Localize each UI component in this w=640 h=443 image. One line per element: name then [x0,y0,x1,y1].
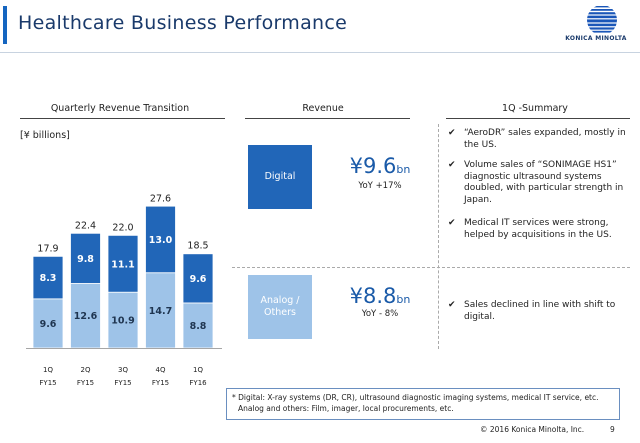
logo-wordmark: KONICA MINOLTA [565,35,627,42]
analog-value-label: 9.6 [40,319,57,330]
x-tick-label: 1Q [43,366,53,374]
analog-value-label: 10.9 [111,316,134,327]
digital-bar [145,205,176,274]
digital-bar [182,253,214,304]
analog-bar [182,302,214,349]
konica-minolta-logo [572,3,632,47]
check-icon: ✔ [448,160,456,170]
chart-heading-rule [20,118,225,119]
chart-heading: Quarterly Revenue Transition [50,103,190,114]
footnote-line-2: Analog and others: Film, imager, local p… [238,403,454,413]
header-divider [0,52,640,53]
digital-bar [70,232,101,284]
total-value-label: 17.9 [37,243,58,254]
x-tick-label: 4Q [156,366,166,374]
check-icon: ✔ [448,128,456,138]
footnote-line-1: * Digital: X-ray systems (DR, CR), ultra… [232,393,599,402]
check-icon: ✔ [448,218,456,228]
digital-value-label: 13.0 [149,235,173,246]
total-value-label: 27.6 [150,194,171,205]
digital-value-label: 9.6 [190,274,207,285]
bullet-text: “AeroDR” sales expanded, mostly in the U… [464,128,626,150]
revenue-heading: Revenue [302,103,344,114]
digital-segment-box: Digital [248,145,312,209]
check-icon: ✔ [448,300,456,310]
x-tick-label: 2Q [81,366,91,374]
x-tick-label: FY15 [152,379,169,387]
page-title: Healthcare Business Performance [18,12,348,34]
x-tick-label: FY15 [77,379,94,387]
analog-yoy: YoY - 8% [361,309,399,319]
digital-revenue: ¥9.6bn [330,154,430,178]
total-value-label: 22.4 [75,220,96,231]
x-tick-label: 3Q [118,366,128,374]
total-value-label: 22.0 [112,222,133,233]
analog-bar [32,298,64,349]
analog-bar [107,291,139,349]
globe-logo-icon [587,5,617,35]
header: Healthcare Business Performance KONICA M… [0,0,640,52]
analog-bar [145,272,176,349]
x-tick-label: FY15 [39,379,56,387]
analog-value-label: 8.8 [190,321,207,332]
analog-revenue-unit: bn [396,293,411,306]
digital-value-label: 11.1 [111,259,134,270]
summary-bullet-2: ✔ Volume sales of “SONIMAGE HS1” diagnos… [448,160,626,214]
analog-label: Analog / Others [260,295,300,318]
analog-revenue: ¥8.8bn [330,284,430,308]
x-tick-label: FY16 [189,379,207,387]
page-number: 9 [610,425,615,434]
chart-unit-label: [¥ billions] [20,130,70,141]
analog-revenue-value: ¥8.8 [349,284,397,308]
bullet-text: Volume sales of “SONIMAGE HS1” diagnosti… [464,160,624,205]
summary-bullet-4: ✔ Sales declined in line with shift to d… [448,300,626,330]
digital-bar [107,234,139,293]
summary-bullet-3: ✔ Medical IT services were strong, helpe… [448,218,626,260]
summary-heading: 1Q -Summary [502,103,568,114]
title-accent-bar [3,6,7,44]
copyright: © 2016 Konica Minolta, Inc. [480,425,585,434]
summary-bullet-1: ✔ “AeroDR” sales expanded, mostly in the… [448,128,626,158]
quarterly-revenue-chart: 9.6 8.3 17.9 1Q FY15 12.6 9.8 22.4 2Q FY15 10.9 11.… [26,194,222,387]
analog-value-label: 12.6 [74,311,98,322]
summary-heading-rule [446,118,630,119]
digital-yoy: YoY +17% [358,181,402,191]
digital-value-label: 9.8 [77,254,94,265]
footnote-box: * Digital: X-ray systems (DR, CR), ultra… [226,388,620,420]
total-value-label: 18.5 [187,240,208,251]
bullet-text: Medical IT services were strong, helped … [464,218,612,240]
digital-revenue-unit: bn [396,163,411,176]
digital-revenue-value: ¥9.6 [349,154,397,178]
digital-value-label: 8.3 [40,273,57,284]
x-tick-label: 1Q [193,366,203,374]
bullet-text: Sales declined in line with shift to dig… [464,300,616,322]
analog-value-label: 14.7 [149,306,172,317]
revenue-heading-rule [245,118,410,119]
column-divider [438,124,439,349]
digital-label: Digital [264,171,296,183]
analog-segment-box: Analog / Others [248,275,312,339]
digital-bar [32,255,64,300]
analog-bar [70,283,101,349]
x-tick-label: FY15 [114,379,131,387]
section-divider [232,267,630,268]
